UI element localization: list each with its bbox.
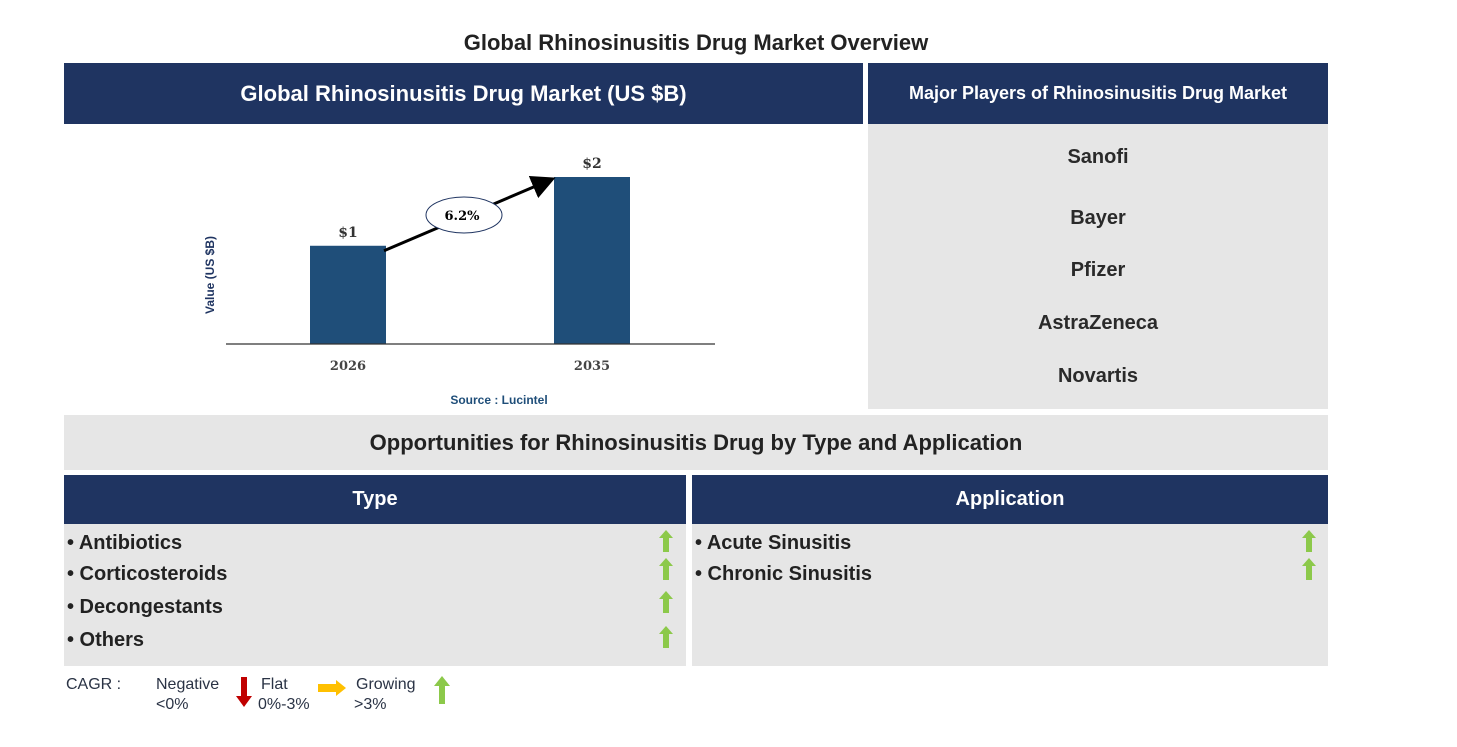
flat-arrow-icon [318, 680, 346, 696]
legend-negative-range: <0% [156, 696, 189, 713]
page-title: Global Rhinosinusitis Drug Market Overvi… [463, 30, 929, 55]
legend-growing: Growing [356, 676, 416, 693]
up-arrow-icon [659, 591, 673, 613]
up-arrow-icon [1302, 558, 1316, 580]
legend-cagr: CAGR : [66, 676, 122, 693]
down-arrow-icon [236, 677, 252, 707]
up-arrow-icon [659, 530, 673, 552]
player-item: Pfizer [1070, 259, 1126, 281]
player-item: AstraZeneca [1037, 312, 1159, 334]
application-item: • Chronic Sinusitis [695, 563, 873, 585]
cagr-ellipse [425, 196, 503, 234]
y-axis-label: Value (US $B) [203, 236, 217, 314]
market-chart: Value (US $B) $1 2026 $2 2035 6.2% Source :… [203, 156, 715, 407]
type-header: Type [64, 475, 686, 524]
legend-flat-range: 0%-3% [258, 696, 310, 713]
legend-growing-range: >3% [354, 696, 387, 713]
players-header: Major Players of Rhinosinusitis Drug Mar… [868, 63, 1328, 124]
market-header: Global Rhinosinusitis Drug Market (US $B… [64, 63, 863, 124]
type-item: • Corticosteroids [67, 563, 228, 585]
cagr-label: 6.2% [445, 209, 481, 224]
data-label: $1 [338, 225, 357, 241]
opportunities-header: Opportunities for Rhinosinusitis Drug by… [64, 415, 1328, 470]
up-arrow-icon [434, 676, 450, 704]
player-item: Sanofi [1067, 146, 1129, 168]
application-item: • Acute Sinusitis [695, 532, 852, 554]
type-item: • Decongestants [67, 596, 223, 618]
type-item: • Others [67, 629, 145, 651]
type-item: • Antibiotics [67, 532, 183, 554]
legend-flat: Flat [261, 676, 288, 693]
type-list: • Antibiotics • Corticosteroids • Decong… [64, 524, 686, 666]
x-tick-label: 2035 [574, 359, 610, 374]
up-arrow-icon [1302, 530, 1316, 552]
bar-2035 [554, 177, 630, 344]
player-item: Bayer [1070, 207, 1126, 229]
player-item: Novartis [1057, 365, 1139, 387]
application-header: Application [692, 475, 1328, 524]
legend-negative: Negative [156, 676, 220, 693]
x-tick-label: 2026 [330, 359, 366, 374]
data-label: $2 [582, 156, 601, 172]
application-list: • Acute Sinusitis • Chronic Sinusitis [692, 524, 1328, 666]
players-list: Sanofi Bayer Pfizer AstraZeneca Novartis [868, 124, 1328, 409]
source-label: Source : Lucintel [450, 393, 547, 407]
up-arrow-icon [659, 626, 673, 648]
up-arrow-icon [659, 558, 673, 580]
bar-2026 [310, 245, 386, 344]
